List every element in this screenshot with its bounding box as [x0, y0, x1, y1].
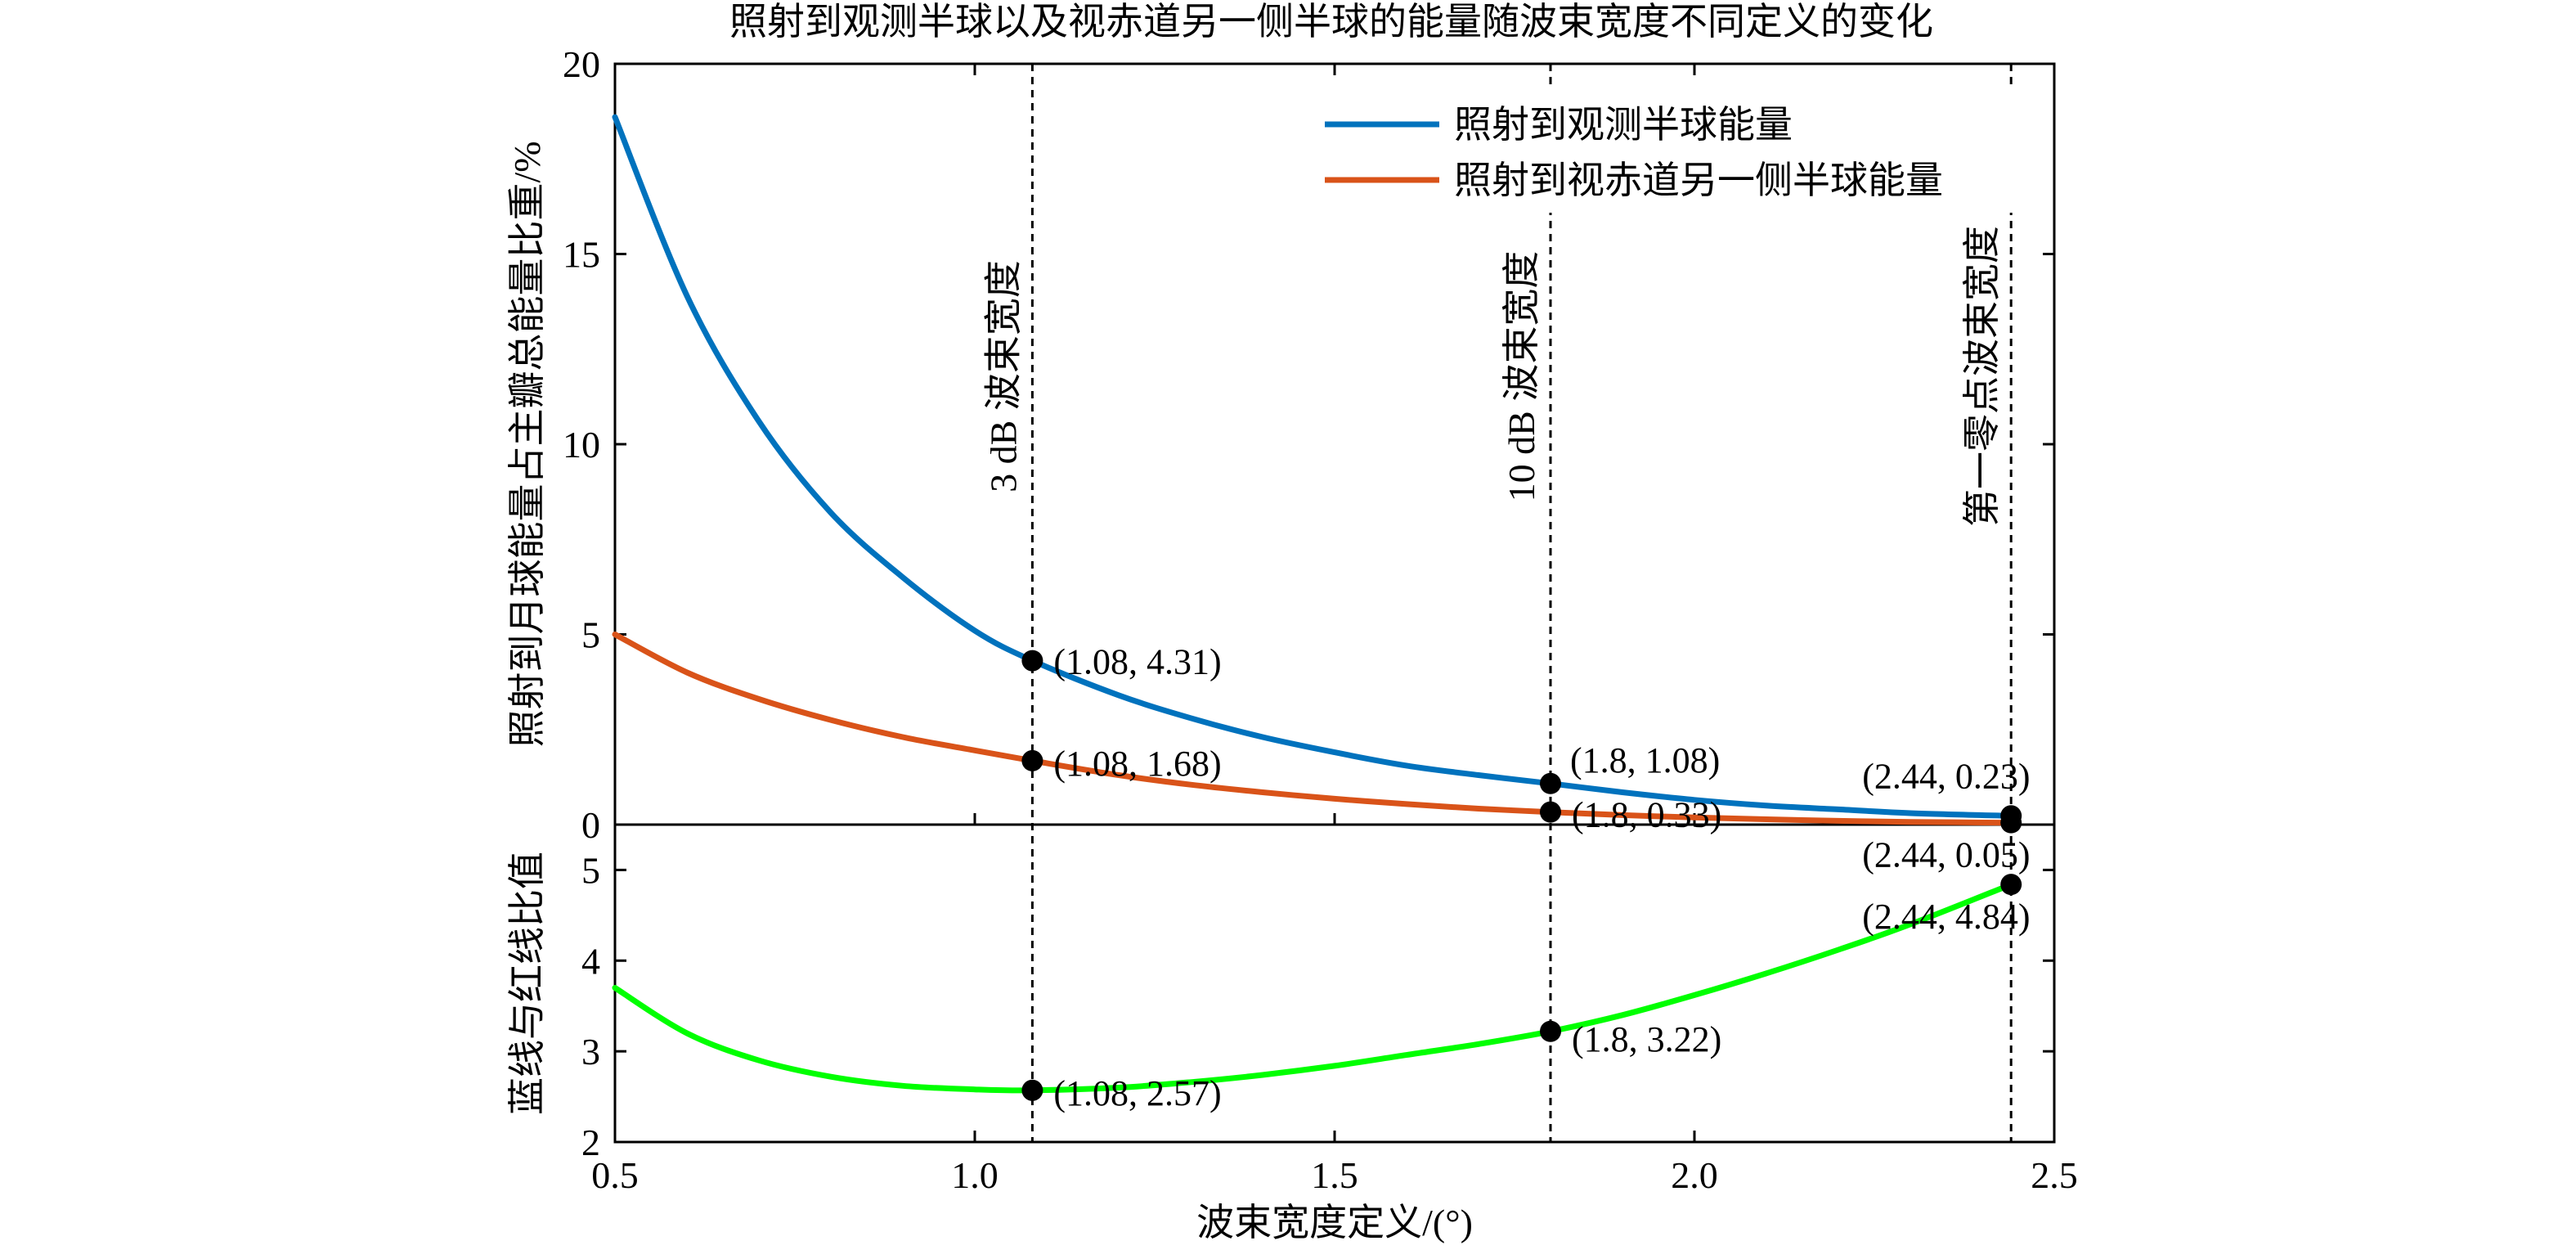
data-point-label: (1.8, 3.22)	[1572, 1019, 1721, 1059]
data-point-marker	[1540, 1020, 1561, 1042]
data-point-label: (1.08, 2.57)	[1053, 1073, 1221, 1113]
vertical-reference-lines: 3 dB 波束宽度 10 dB 波束宽度 第一零点波束宽度	[982, 64, 2013, 1142]
data-point-marker	[1021, 749, 1043, 771]
data-point-marker	[1540, 772, 1561, 794]
data-point-marker	[1021, 1079, 1043, 1101]
y-tick-label: 2	[581, 1122, 600, 1163]
x-axis-label: 波束宽度定义/(°)	[1196, 1202, 1473, 1243]
y-tick-label: 15	[563, 234, 600, 276]
legend-label-observed: 照射到观测半球能量	[1454, 104, 1793, 146]
bottom-y-axis-label: 蓝线与红线比值	[506, 852, 548, 1115]
vertical-line-label: 3 dB 波束宽度	[982, 260, 1024, 492]
legend: 照射到观测半球能量 照射到视赤道另一侧半球能量	[1313, 90, 2032, 213]
x-tick-label: 2.5	[2031, 1154, 2078, 1196]
data-point-label: (1.8, 1.08)	[1570, 740, 1720, 780]
data-point-marker	[1540, 801, 1561, 823]
data-point-label: (1.08, 1.68)	[1053, 744, 1221, 784]
series-line-observed	[612, 114, 2014, 819]
data-point-marker	[2000, 812, 2022, 834]
y-tick-label: 5	[581, 614, 600, 656]
y-tick-label: 0	[581, 804, 600, 846]
y-tick-label: 3	[581, 1031, 600, 1072]
data-point-label: (2.44, 4.84)	[1862, 897, 2030, 937]
highlight-points: (1.08, 4.31) (1.08, 1.68) (1.8, 1.08) (1.8,…	[1021, 642, 2031, 1113]
vertical-line-label: 10 dB 波束宽度	[1501, 251, 1542, 502]
y-tick-label: 5	[581, 849, 600, 891]
data-point-marker	[2000, 874, 2022, 896]
data-point-label: (1.8, 0.33)	[1572, 795, 1721, 835]
legend-box	[1313, 90, 2032, 213]
x-tick-label: 0.5	[591, 1154, 639, 1196]
bottom-series	[612, 881, 2014, 1094]
y-tick-label: 10	[563, 424, 600, 465]
y-tick-label: 4	[581, 940, 600, 982]
x-tick-label: 1.5	[1311, 1154, 1358, 1196]
chart-title: 照射到观测半球以及视赤道另一侧半球的能量随波束宽度不同定义的变化	[729, 1, 1933, 43]
legend-label-far-side: 照射到视赤道另一侧半球能量	[1454, 160, 1943, 201]
y-tick-label: 20	[563, 43, 600, 85]
data-point-label: (2.44, 0.05)	[1862, 835, 2030, 875]
bottom-plot-area	[613, 823, 2056, 1144]
top-y-axis-label: 照射到月球能量占主瓣总能量比重/%	[506, 141, 548, 747]
data-point-label: (2.44, 0.23)	[1862, 756, 2030, 796]
x-tick-label: 2.0	[1671, 1154, 1718, 1196]
top-series	[612, 114, 2014, 826]
series-line-ratio	[612, 881, 2014, 1094]
data-point-marker	[1021, 650, 1043, 672]
vertical-line-label: 第一零点波束宽度	[1961, 226, 2003, 527]
series-line-far-side	[612, 632, 2014, 826]
x-tick-label: 1.0	[951, 1154, 999, 1196]
data-point-label: (1.08, 4.31)	[1053, 642, 1221, 682]
